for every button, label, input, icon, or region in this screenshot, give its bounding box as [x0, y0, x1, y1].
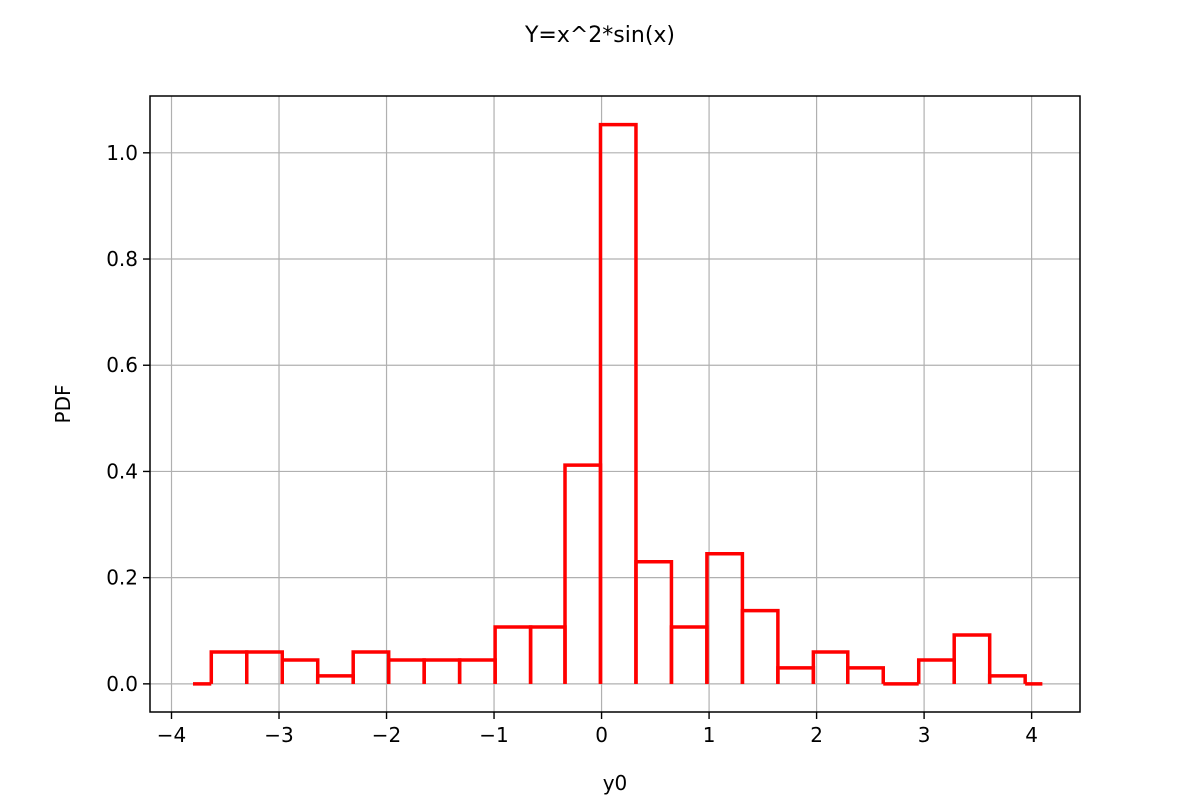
- y-tick-label: 0.2: [106, 566, 138, 590]
- y-tick-label: 0.4: [106, 459, 138, 483]
- histogram-bar: [315, 674, 355, 684]
- x-axis-label: y0: [603, 771, 628, 795]
- histogram-bar: [563, 463, 603, 684]
- histogram-bar: [209, 650, 249, 684]
- histogram-bar: [493, 625, 533, 684]
- histogram-bar: [457, 658, 497, 684]
- histogram-bar: [987, 674, 1027, 684]
- x-tick-label: 3: [918, 723, 931, 747]
- histogram-bar: [598, 122, 638, 684]
- y-tick-label: 0.6: [106, 353, 138, 377]
- axis-ticks: −4 −3 −2 −1 0 1 2 3 4 0.0 0.2 0.4 0.6 0.8 1.0: [106, 141, 1038, 747]
- histogram-bar: [528, 625, 567, 684]
- histogram-bar: [846, 666, 885, 684]
- axes-frame: [149, 95, 1081, 713]
- histogram-bar: [280, 658, 320, 684]
- y-tick-label: 0.0: [106, 672, 138, 696]
- grid-layer: [150, 96, 1080, 712]
- x-tick-label: −2: [372, 723, 401, 747]
- histogram-bar: [705, 552, 745, 684]
- histogram-bar: [952, 633, 992, 684]
- x-tick-label: −3: [264, 723, 293, 747]
- histogram-bar: [740, 608, 780, 684]
- x-tick-label: 2: [810, 723, 823, 747]
- y-tick-label: 0.8: [106, 247, 138, 271]
- histogram-bar: [422, 658, 462, 684]
- histogram-bar: [669, 625, 709, 684]
- x-tick-label: 1: [703, 723, 716, 747]
- histogram-bar: [245, 650, 284, 684]
- histogram-bars: [193, 122, 1043, 686]
- histogram-bar: [776, 666, 816, 684]
- y-tick-label: 1.0: [106, 141, 138, 165]
- x-tick-label: −1: [479, 723, 508, 747]
- x-tick-label: 4: [1025, 723, 1038, 747]
- x-tick-label: 0: [595, 723, 608, 747]
- chart-title: Y=x^2*sin(x): [524, 23, 675, 48]
- histogram-bar: [386, 658, 426, 684]
- x-tick-label: −4: [157, 723, 186, 747]
- histogram-bar: [351, 650, 391, 684]
- histogram-bar: [634, 559, 674, 684]
- y-axis-label: PDF: [51, 385, 75, 424]
- histogram-bar: [811, 650, 850, 684]
